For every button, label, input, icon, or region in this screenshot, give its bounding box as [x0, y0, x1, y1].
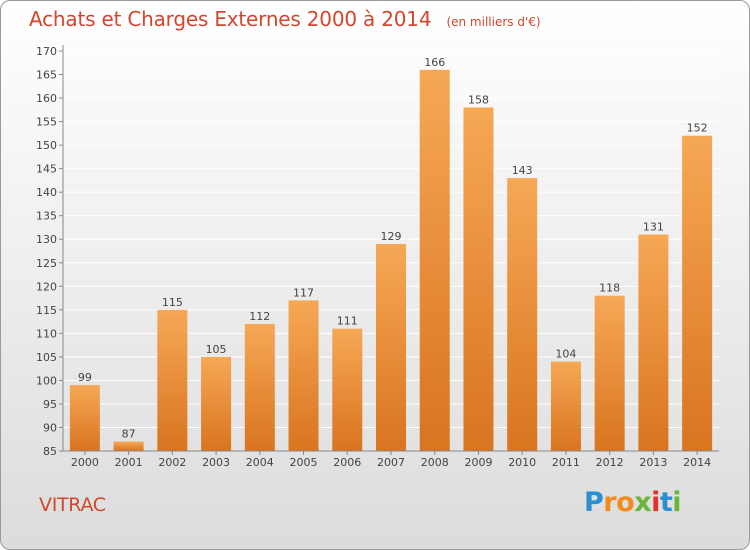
y-tick-label: 90: [43, 421, 57, 434]
bar: [376, 243, 406, 451]
x-tick-label: 2013: [639, 456, 667, 469]
data-label: 87: [122, 428, 136, 441]
commune-name: VITRAC: [39, 494, 106, 516]
y-tick-label: 155: [36, 116, 57, 129]
logo-letter: t: [659, 487, 673, 518]
y-tick-label: 115: [36, 304, 57, 317]
bar: [463, 107, 494, 452]
bar: [594, 295, 625, 451]
chart-title: Achats et Charges Externes 2000 à 2014: [29, 7, 432, 31]
data-label: 166: [424, 56, 445, 69]
data-label: 131: [643, 221, 664, 234]
data-label: 99: [78, 371, 92, 384]
logo-letter: r: [603, 487, 617, 518]
x-tick-label: 2012: [596, 456, 624, 469]
y-tick-label: 105: [36, 351, 57, 364]
y-tick-label: 125: [36, 257, 57, 270]
bar: [69, 385, 100, 451]
data-label: 104: [555, 348, 576, 361]
bar: [419, 69, 450, 451]
logo-letter: i: [651, 487, 660, 518]
x-tick-label: 2002: [158, 456, 186, 469]
bar: [638, 234, 669, 451]
data-label: 152: [687, 122, 708, 135]
logo-letter: P: [584, 487, 604, 518]
logo-letter: o: [616, 487, 635, 518]
data-label: 158: [468, 93, 489, 106]
y-tick-label: 160: [36, 92, 57, 105]
bar: [682, 135, 713, 452]
title-row: Achats et Charges Externes 2000 à 2014 (…: [29, 7, 541, 31]
x-tick-label: 2011: [552, 456, 580, 469]
bar: [201, 356, 232, 451]
x-tick-label: 2003: [202, 456, 230, 469]
y-tick-label: 135: [36, 210, 57, 223]
y-tick-label: 145: [36, 163, 57, 176]
x-tick-label: 2014: [683, 456, 711, 469]
y-tick-label: 150: [36, 139, 57, 152]
y-tick-label: 120: [36, 280, 57, 293]
x-tick-label: 2004: [246, 456, 274, 469]
y-tick-label: 140: [36, 186, 57, 199]
x-tick-label: 2007: [377, 456, 405, 469]
chart-subtitle: (en milliers d'€): [446, 15, 541, 29]
data-label: 111: [337, 315, 358, 328]
proxiti-logo[interactable]: Proxiti: [584, 487, 682, 518]
y-tick-label: 165: [36, 69, 57, 82]
y-tick-label: 100: [36, 374, 57, 387]
y-tick-label: 170: [36, 45, 57, 58]
bar: [550, 361, 581, 451]
x-tick-label: 2001: [115, 456, 143, 469]
data-label: 129: [381, 230, 402, 243]
data-label: 105: [206, 343, 227, 356]
data-label: 118: [599, 282, 620, 295]
bar: [288, 300, 319, 451]
y-tick-label: 95: [43, 398, 57, 411]
data-label: 115: [162, 296, 183, 309]
logo-letter: i: [672, 487, 682, 518]
x-tick-label: 2005: [290, 456, 318, 469]
y-tick-label: 110: [36, 327, 57, 340]
x-tick-label: 2009: [464, 456, 492, 469]
x-tick-label: 2006: [333, 456, 361, 469]
x-tick-label: 2010: [508, 456, 536, 469]
y-tick-label: 85: [43, 445, 57, 458]
data-label: 143: [512, 164, 533, 177]
logo-letter: x: [634, 487, 652, 518]
x-tick-label: 2008: [421, 456, 449, 469]
bar: [332, 328, 363, 451]
bar: [244, 323, 275, 451]
bar: [507, 178, 538, 451]
x-tick-label: 2000: [71, 456, 99, 469]
data-label: 112: [249, 310, 270, 323]
bar: [157, 309, 188, 451]
y-tick-label: 130: [36, 233, 57, 246]
data-label: 117: [293, 286, 314, 299]
bar: [113, 441, 144, 451]
